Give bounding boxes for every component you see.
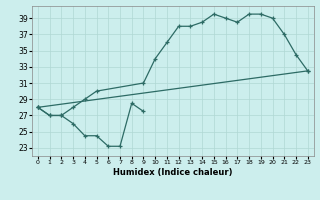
- X-axis label: Humidex (Indice chaleur): Humidex (Indice chaleur): [113, 168, 233, 177]
